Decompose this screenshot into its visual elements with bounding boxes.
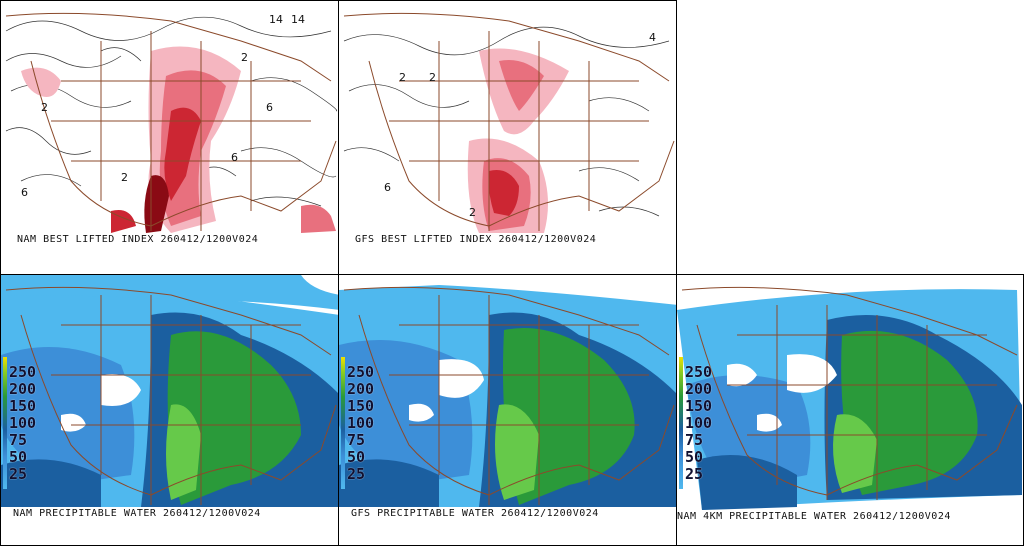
caption: GFS BEST LIFTED INDEX 260412/1200V024 xyxy=(355,234,597,245)
legend-label: 75 xyxy=(9,431,28,449)
legend-colorbar xyxy=(3,357,7,489)
legend-label: 25 xyxy=(685,465,704,483)
legend-label: 75 xyxy=(347,431,366,449)
nam-lifted-index-map: 14 14 2 6 6 2 6 2 xyxy=(1,1,338,274)
legend-label: 250 xyxy=(9,363,37,381)
legend-label: 25 xyxy=(347,465,366,483)
svg-text:14: 14 xyxy=(291,13,305,26)
gfs-pw-map xyxy=(339,275,676,545)
legend-label: 250 xyxy=(347,363,375,381)
legend-label: 200 xyxy=(347,380,375,398)
gfs-lifted-index-map: 2 2 6 2 4 xyxy=(339,1,676,274)
svg-text:2: 2 xyxy=(469,206,476,219)
legend-label: 25 xyxy=(9,465,28,483)
svg-text:6: 6 xyxy=(384,181,391,194)
legend-label: 200 xyxy=(685,380,713,398)
legend-label: 150 xyxy=(685,397,713,415)
svg-text:2: 2 xyxy=(41,101,48,114)
pw-legend: 250 200 150 100 75 50 25 xyxy=(679,357,713,491)
svg-text:6: 6 xyxy=(21,186,28,199)
pw-legend: 250 200 150 100 75 50 25 xyxy=(3,357,37,491)
nam4km-precipitable-water-panel: 250 200 150 100 75 50 25 NAM 4KM PRECIPI… xyxy=(676,274,1024,546)
legend-label: 100 xyxy=(685,414,713,432)
caption: NAM BEST LIFTED INDEX 260412/1200V024 xyxy=(17,234,259,245)
svg-text:14: 14 xyxy=(269,13,283,26)
svg-text:6: 6 xyxy=(266,101,273,114)
legend-label: 50 xyxy=(685,448,704,466)
svg-text:2: 2 xyxy=(241,51,248,64)
legend-label: 100 xyxy=(9,414,37,432)
caption: NAM 4KM PRECIPITABLE WATER 260412/1200V0… xyxy=(677,511,951,522)
legend-label: 50 xyxy=(9,448,28,466)
gfs-lifted-index-panel: 2 2 6 2 4 GFS BEST LIFTED INDEX 260412/120… xyxy=(338,0,677,275)
legend-colorbar xyxy=(341,357,345,489)
legend-label: 75 xyxy=(685,431,704,449)
nam-lifted-index-panel: 14 14 2 6 6 2 6 2 NAM BEST LIFTED INDEX 2604… xyxy=(0,0,339,275)
svg-text:2: 2 xyxy=(399,71,406,84)
legend-label: 150 xyxy=(9,397,37,415)
pw-legend: 250 200 150 100 75 50 25 xyxy=(341,357,375,491)
nam-precipitable-water-panel: 250 200 150 100 75 50 25 NAM PRECIPITABL… xyxy=(0,274,339,546)
nam-pw-map xyxy=(1,275,338,545)
caption: NAM PRECIPITABLE WATER 260412/1200V024 xyxy=(13,508,261,519)
svg-text:2: 2 xyxy=(429,71,436,84)
svg-text:2: 2 xyxy=(121,171,128,184)
legend-label: 250 xyxy=(685,363,713,381)
legend-colorbar xyxy=(679,357,683,489)
legend-label: 100 xyxy=(347,414,375,432)
legend-label: 150 xyxy=(347,397,375,415)
nam4km-pw-map xyxy=(677,275,1023,545)
legend-label: 50 xyxy=(347,448,366,466)
svg-text:4: 4 xyxy=(649,31,656,44)
legend-label: 200 xyxy=(9,380,37,398)
caption: GFS PRECIPITABLE WATER 260412/1200V024 xyxy=(351,508,599,519)
gfs-precipitable-water-panel: 250 200 150 100 75 50 25 GFS PRECIPITABL… xyxy=(338,274,677,546)
svg-text:6: 6 xyxy=(231,151,238,164)
